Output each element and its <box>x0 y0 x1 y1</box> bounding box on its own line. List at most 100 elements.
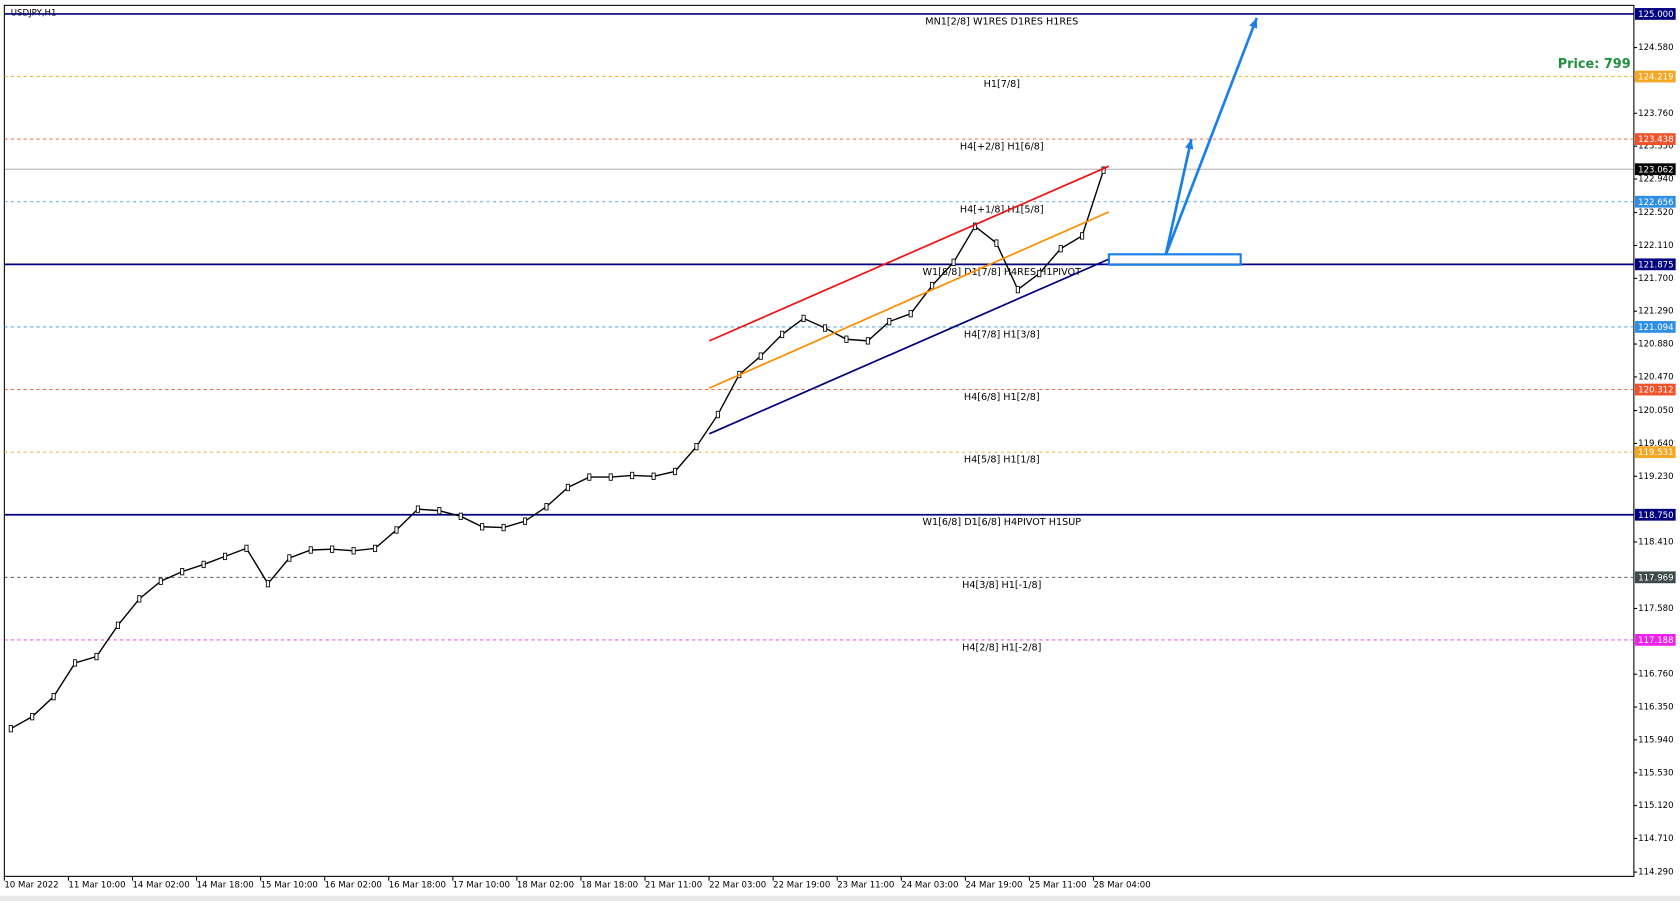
level-text: H4[+1/8] H1[5/8] <box>960 204 1044 215</box>
candle <box>73 659 78 667</box>
level-text: W1[8/8] D1[7/8] H4RES H1PIVOT <box>923 267 1082 278</box>
x-tick-label: 17 Mar 10:00 <box>453 880 510 890</box>
x-tick-label: 24 Mar 03:00 <box>901 880 958 890</box>
level-box-label: 121.094 <box>1638 323 1673 333</box>
level-box-label: 123.062 <box>1638 165 1673 175</box>
level-text: H4[+2/8] H1[6/8] <box>960 142 1044 153</box>
candle <box>930 281 935 290</box>
level-box-label: 125.000 <box>1638 10 1673 20</box>
zone-box <box>1107 253 1242 266</box>
candle <box>844 335 849 343</box>
candle <box>1037 269 1042 278</box>
x-tick-label: 23 Mar 11:00 <box>837 880 894 890</box>
candle <box>415 505 420 513</box>
y-tick-label: 121.700 <box>1638 274 1673 284</box>
candle <box>694 442 699 451</box>
level-box-label: 123.438 <box>1638 135 1673 145</box>
x-tick-label: 25 Mar 11:00 <box>1029 880 1086 890</box>
level-box <box>1634 133 1676 145</box>
price-annotation: Price: 799 <box>1558 57 1631 72</box>
y-tick-label: 123.760 <box>1638 109 1673 119</box>
candle <box>651 472 656 480</box>
x-tick-label: 14 Mar 18:00 <box>197 880 254 890</box>
y-tick-label: 115.120 <box>1638 801 1673 811</box>
level-box <box>1634 258 1676 271</box>
y-tick-label: 117.580 <box>1638 604 1673 614</box>
y-tick-label: 118.410 <box>1638 537 1673 547</box>
y-tick-label: 122.520 <box>1638 208 1673 218</box>
candle <box>373 544 378 553</box>
x-tick-label: 21 Mar 11:00 <box>645 880 702 890</box>
candle <box>565 483 570 492</box>
level-box <box>1634 163 1676 176</box>
candle <box>94 652 99 661</box>
candle <box>287 554 292 562</box>
candle <box>180 567 185 576</box>
y-tick-label: 124.580 <box>1638 43 1673 53</box>
x-tick-label: 22 Mar 03:00 <box>709 880 766 890</box>
candle <box>158 577 163 585</box>
candle <box>8 725 13 733</box>
arrow-head <box>1185 138 1194 150</box>
y-tick-label: 120.470 <box>1638 372 1673 382</box>
candle <box>801 314 806 323</box>
candle <box>672 467 678 476</box>
x-tick-label: 11 Mar 10:00 <box>68 880 125 890</box>
candle <box>1058 245 1063 253</box>
level-text: H1[7/8] <box>984 79 1020 90</box>
level-box <box>1634 383 1676 396</box>
y-tick-label: 122.110 <box>1638 241 1673 251</box>
y-tick-label: 114.710 <box>1638 834 1673 844</box>
candle <box>1080 232 1085 240</box>
y-tick-label: 115.940 <box>1638 735 1673 745</box>
candle <box>822 324 828 332</box>
candle <box>137 595 142 603</box>
arrow-head <box>1249 17 1258 29</box>
candle <box>437 507 442 515</box>
trend-line <box>708 165 1110 342</box>
level-box-label: 120.312 <box>1638 386 1673 396</box>
level-box <box>1634 321 1676 333</box>
price-line <box>10 169 1105 730</box>
candle <box>994 239 999 247</box>
candle <box>780 330 785 339</box>
y-tick-label: 116.760 <box>1638 670 1673 680</box>
level-text: H4[6/8] H1[2/8] <box>964 392 1040 403</box>
x-tick-label: 24 Mar 19:00 <box>965 880 1022 890</box>
x-tick-label: 14 Mar 02:00 <box>132 880 189 890</box>
plot-frame <box>3 4 1635 877</box>
level-box <box>1634 508 1676 521</box>
candle <box>1015 285 1020 294</box>
candle <box>223 552 228 561</box>
level-box <box>1634 70 1676 83</box>
level-box <box>1634 8 1676 20</box>
y-tick-label: 114.290 <box>1638 868 1673 878</box>
scroll-strip <box>0 895 1680 901</box>
y-tick-label: 120.050 <box>1638 406 1673 416</box>
level-text: H4[7/8] H1[3/8] <box>964 329 1040 340</box>
y-tick-label: 116.350 <box>1638 703 1673 713</box>
candle <box>887 317 892 326</box>
candle <box>265 580 270 588</box>
candle <box>630 471 635 480</box>
candle <box>715 410 720 419</box>
candle <box>394 526 399 534</box>
x-tick-label: 18 Mar 02:00 <box>517 880 574 890</box>
level-box-label: 117.188 <box>1638 636 1673 646</box>
trend-line <box>708 211 1110 389</box>
candle <box>908 309 913 318</box>
candle <box>458 512 463 520</box>
level-box <box>1634 446 1676 459</box>
level-box-label: 122.656 <box>1638 198 1673 208</box>
y-tick-label: 120.880 <box>1638 340 1673 350</box>
y-tick-label: 119.230 <box>1638 472 1673 482</box>
y-tick-label: 123.350 <box>1638 142 1673 152</box>
level-text: MN1[2/8] W1RES D1RES H1RES <box>925 16 1078 27</box>
candle <box>544 503 549 511</box>
candle <box>201 560 206 569</box>
candle <box>1101 166 1106 174</box>
candle <box>865 337 870 345</box>
y-tick-label: 122.940 <box>1638 174 1673 184</box>
